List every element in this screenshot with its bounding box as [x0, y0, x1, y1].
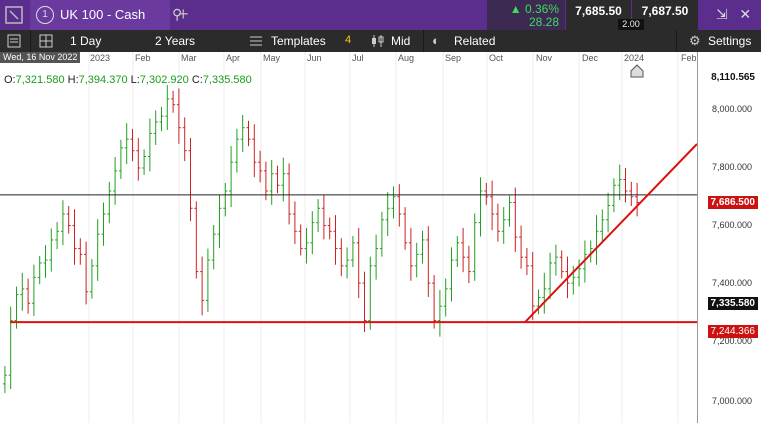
x-axis-label: Jun: [307, 53, 322, 63]
price-change: ▲ 0.36% 28.28: [487, 0, 565, 30]
instrument-tab[interactable]: 1 UK 100 - Cash ⚲: [30, 0, 182, 30]
x-axis-label: Dec: [582, 53, 599, 63]
title-bar: 1 UK 100 - Cash ⚲ + ▲ 0.36% 28.28 7,685.…: [0, 0, 761, 30]
toolbar-divider: [423, 30, 424, 52]
current-price-tag: 7,686.500: [707, 196, 758, 209]
chart-canvas[interactable]: [0, 52, 761, 423]
rising-trendline: [524, 143, 698, 323]
x-axis-label: Apr: [226, 53, 241, 63]
detach-icon[interactable]: ⇲: [716, 6, 728, 22]
window-controls: ⇲ ✕: [716, 6, 751, 23]
y-tick-label: 8,000.000: [711, 104, 752, 114]
layout-icon[interactable]: [39, 34, 53, 48]
y-tick-label: 7,000.000: [711, 396, 752, 406]
x-axis-label: Jul: [352, 53, 364, 63]
templates-button[interactable]: Templates: [271, 34, 326, 48]
x-axis-label: 2024: [624, 53, 645, 63]
logo-icon[interactable]: [4, 5, 24, 25]
price-type-dropdown[interactable]: Mid: [391, 34, 411, 48]
related-button[interactable]: Related: [454, 34, 496, 48]
chart-toolbar: 1 Day 2 Years Templates 4 Mid ◐ Related …: [0, 30, 761, 52]
x-axis-label: Sep: [445, 53, 462, 63]
range-dropdown[interactable]: 2 Years: [155, 34, 196, 48]
close-icon[interactable]: ✕: [739, 6, 752, 22]
y-tick-label: 7,600.000: [711, 220, 752, 230]
candle-type-icon: [372, 35, 384, 47]
instrument-title: UK 100 - Cash: [60, 7, 146, 22]
y-tick-label: 7,400.000: [711, 278, 752, 288]
x-axis-label: Oct: [489, 53, 504, 63]
spread-value: 2.00: [618, 19, 644, 30]
y-tick-label: 7,200.000: [711, 336, 752, 346]
settings-button[interactable]: Settings: [708, 34, 752, 48]
event-marker-icon[interactable]: [630, 64, 644, 78]
templates-count-badge: 4: [345, 34, 352, 46]
x-axis-label: Aug: [398, 53, 415, 63]
related-icon: ◐: [432, 33, 440, 48]
change-percent: ▲ 0.36%: [509, 2, 559, 16]
price-chart[interactable]: [0, 52, 761, 423]
interval-dropdown[interactable]: 1 Day: [70, 34, 102, 48]
x-axis-label: 2023: [90, 53, 111, 63]
add-tab-icon[interactable]: +: [178, 4, 189, 24]
x-axis-label: Mar: [181, 53, 197, 63]
toolbar-divider: [676, 30, 677, 52]
y-tick-label: 7,800.000: [711, 162, 752, 172]
toolbar-divider: [30, 30, 31, 52]
price-axis[interactable]: 8,000.000 7,800.000 7,600.000 7,400.000 …: [697, 52, 761, 423]
tab-number: 1: [36, 6, 54, 24]
x-axis-label: Feb: [681, 53, 697, 63]
search-icon[interactable]: ⚲: [172, 6, 183, 22]
x-axis-label: Nov: [536, 53, 553, 63]
support-price-tag: 7,244.366: [707, 325, 758, 338]
templates-icon: [250, 36, 262, 46]
x-axis-label: May: [263, 53, 281, 63]
x-axis-label: Feb: [135, 53, 151, 63]
crosshair-date: Wed, 16 Nov 2022: [0, 52, 81, 63]
gear-icon: ⚙: [689, 33, 701, 48]
list-icon[interactable]: [7, 34, 21, 48]
change-points: 28.28: [528, 15, 559, 29]
ohlc-readout: O:7,321.580 H:7,394.370 L:7,302.920 C:7,…: [4, 74, 252, 86]
top-price-tag: 8,110.565: [708, 71, 758, 84]
buy-price-button[interactable]: 7,687.50: [632, 0, 698, 30]
close-price-tag: 7,335.580: [707, 297, 758, 310]
